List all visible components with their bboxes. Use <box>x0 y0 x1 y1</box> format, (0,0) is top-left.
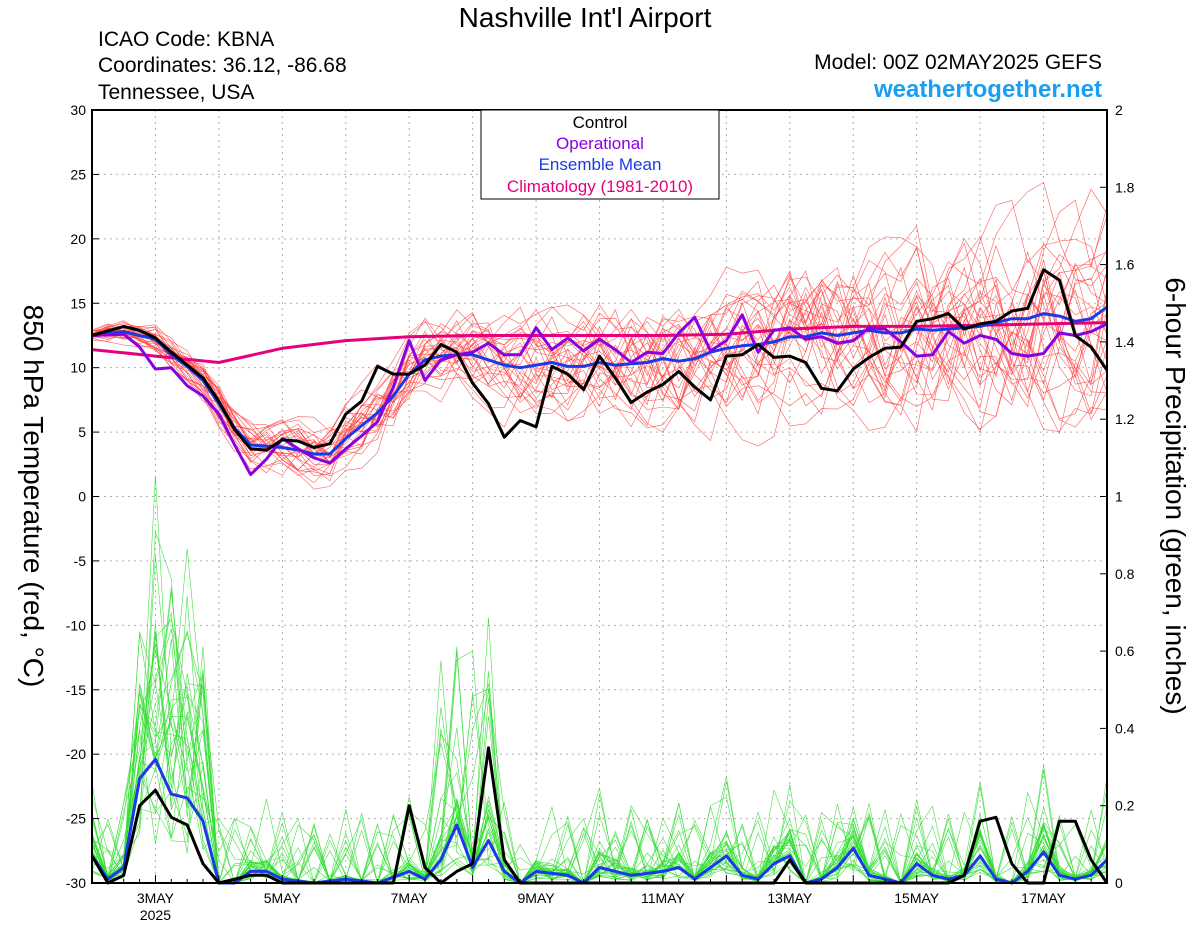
precip-member-line <box>91 631 1108 884</box>
precip-member-line <box>91 618 1108 884</box>
region: Tennessee, USA <box>98 81 255 104</box>
operational-line <box>91 313 1108 477</box>
x-tick-label: 13MAY <box>767 890 813 906</box>
temperature-member-line <box>91 225 1108 451</box>
left-tick-label: 0 <box>78 489 86 505</box>
precip-member-line <box>91 671 1108 884</box>
x-tick-label: 9MAY <box>518 890 556 906</box>
precip-member-line <box>91 628 1108 884</box>
right-tick-label: 1.6 <box>1115 257 1135 273</box>
x-tick-label: 15MAY <box>894 890 940 906</box>
temperature-member-line <box>91 268 1108 482</box>
left-tick-label: -25 <box>66 811 86 827</box>
left-tick-label: -20 <box>66 746 86 762</box>
legend-climatology: Climatology (1981-2010) <box>507 177 693 196</box>
legend-box <box>480 109 720 200</box>
temperature-member-line <box>91 253 1108 456</box>
left-axis-label: 850 hPa Temperature (red, °C) <box>18 305 49 688</box>
legend-operational: Operational <box>556 134 644 153</box>
temperature-member-line <box>91 291 1108 490</box>
model-run: Model: 00Z 02MAY2025 GEFS <box>814 51 1102 74</box>
x-tick-label: 3MAY <box>137 890 175 906</box>
right-tick-label: 0.4 <box>1115 720 1135 736</box>
icao-code: ICAO Code: KBNA <box>98 28 275 51</box>
right-tick-label: 0.8 <box>1115 566 1135 582</box>
precip-control-line <box>90 746 1109 885</box>
temperature-control-line <box>91 268 1109 452</box>
left-tick-label: 20 <box>70 231 86 247</box>
climatology-line <box>91 321 1108 364</box>
temperature-member-line <box>91 275 1108 468</box>
x-tick-label: 5MAY <box>264 890 302 906</box>
precip-member-line <box>91 548 1108 884</box>
right-tick-label: 0 <box>1115 875 1123 891</box>
series-lines <box>90 268 1109 885</box>
left-tick-label: -30 <box>66 875 86 891</box>
temperature-member-line <box>91 274 1108 459</box>
coordinates: Coordinates: 36.12, -86.68 <box>98 54 347 77</box>
left-tick-label: -15 <box>66 682 86 698</box>
temperature-member-line <box>91 251 1108 458</box>
chart-title: Nashville Int'l Airport <box>458 2 712 33</box>
x-tick-label: 7MAY <box>391 890 429 906</box>
left-tick-label: 30 <box>70 102 86 118</box>
precip-member-line <box>91 651 1108 885</box>
temperature-member-line <box>91 286 1108 471</box>
left-tick-label: 5 <box>78 424 86 440</box>
right-tick-label: 1.2 <box>1115 411 1135 427</box>
axes: 302520151050-5-10-15-20-25-3021.81.61.41… <box>66 102 1135 923</box>
right-tick-label: 1 <box>1115 489 1123 505</box>
right-tick-label: 0.6 <box>1115 643 1135 659</box>
right-tick-label: 1.4 <box>1115 334 1135 350</box>
left-tick-label: 10 <box>70 360 86 376</box>
legend: Control Operational Ensemble Mean Climat… <box>480 109 720 200</box>
legend-control: Control <box>573 113 628 132</box>
x-tick-label: 11MAY <box>641 890 685 906</box>
legend-ensemble-mean: Ensemble Mean <box>539 155 662 174</box>
grid-lines <box>92 110 1107 883</box>
right-tick-label: 0.2 <box>1115 798 1135 814</box>
x-tick-label: 17MAY <box>1021 890 1067 906</box>
left-tick-label: -5 <box>74 553 87 569</box>
right-tick-label: 2 <box>1115 102 1123 118</box>
temperature-member-line <box>92 236 1108 451</box>
precip-member-line <box>91 555 1108 884</box>
temperature-member-line <box>91 278 1108 455</box>
x-tick-sublabel: 2025 <box>140 907 171 923</box>
right-axis-label: 6-hour Precipitation (green, inches) <box>1160 277 1191 714</box>
left-tick-label: 15 <box>70 295 86 311</box>
right-tick-label: 1.8 <box>1115 179 1135 195</box>
temperature-member-line <box>91 247 1108 443</box>
website-link[interactable]: weathertogether.net <box>873 76 1102 103</box>
left-tick-label: 25 <box>70 166 86 182</box>
left-tick-label: -10 <box>66 617 86 633</box>
